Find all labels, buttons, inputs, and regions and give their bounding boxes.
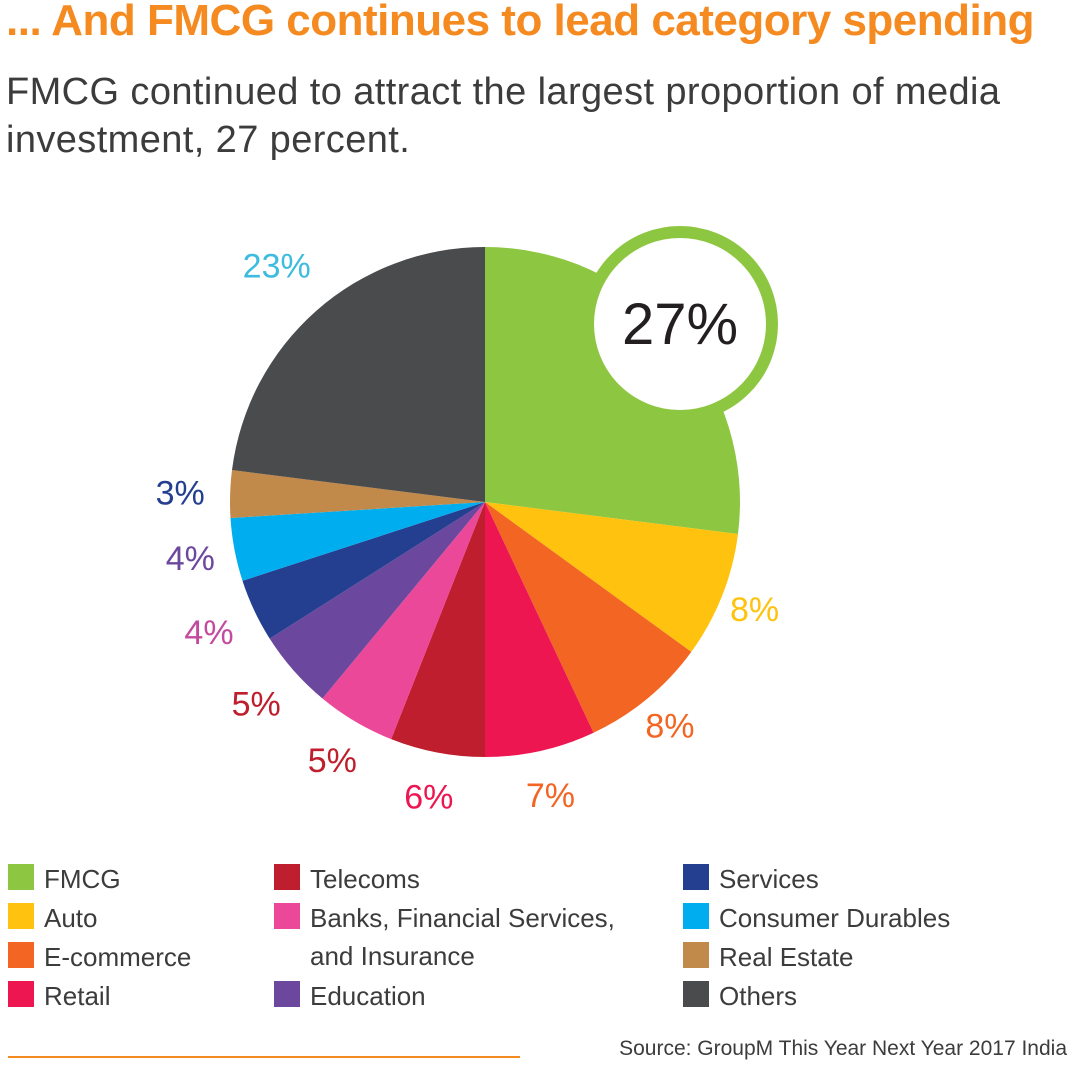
legend-item-ecommerce: E-commerce bbox=[8, 938, 191, 976]
legend-label: E-commerce bbox=[44, 942, 192, 972]
legend-swatch bbox=[683, 864, 709, 890]
source-note: Source: GroupM This Year Next Year 2017 … bbox=[619, 1037, 1067, 1060]
legend-swatch bbox=[274, 981, 300, 1007]
legend-item-others: Others bbox=[683, 977, 797, 1015]
pie-slice-retail bbox=[485, 502, 594, 757]
legend-label: Education bbox=[310, 981, 426, 1011]
slice-label-retail: 7% bbox=[526, 777, 575, 815]
slice-label-banks-financial-services-and-insurance: 5% bbox=[308, 742, 357, 780]
legend-item-fmcg: FMCG bbox=[8, 860, 121, 898]
legend-label: Consumer Durables bbox=[719, 903, 951, 933]
slice-label-auto: 8% bbox=[730, 591, 779, 629]
legend-swatch bbox=[8, 942, 34, 968]
slice-label-education: 5% bbox=[232, 686, 281, 724]
pie-slice-banks-financial-services-and-insurance bbox=[322, 502, 485, 740]
pie-chart: 8% 8% 7% 6% 5% 5% 4% 4% 3% 23% 27% bbox=[156, 226, 779, 817]
legend-item-services: Services bbox=[683, 860, 819, 898]
pie-slice-others bbox=[232, 247, 485, 502]
legend-item-retail: Retail bbox=[8, 977, 110, 1015]
pie-slice-services bbox=[242, 502, 485, 639]
legend-swatch bbox=[683, 903, 709, 929]
pie-slice-real-estate bbox=[229, 470, 485, 519]
chart-title: ... And FMCG continues to lead category … bbox=[6, 0, 1035, 45]
legend-label: FMCG bbox=[44, 864, 121, 894]
legend-swatch bbox=[8, 903, 34, 929]
slice-label-services: 4% bbox=[184, 614, 233, 652]
legend-item-bfsi: Banks, Financial Services, and Insurance bbox=[274, 899, 620, 975]
legend-item-consumer-durables: Consumer Durables bbox=[683, 899, 950, 937]
legend-item-telecoms: Telecoms bbox=[274, 860, 420, 898]
legend-swatch bbox=[274, 903, 300, 929]
legend-swatch bbox=[683, 981, 709, 1007]
pie-slice-education bbox=[269, 502, 485, 699]
legend-label: Auto bbox=[44, 903, 98, 933]
legend-swatch bbox=[8, 981, 34, 1007]
pie-slice-e-commerce bbox=[485, 502, 692, 733]
legend-label: Others bbox=[719, 981, 798, 1011]
legend-label: Telecoms bbox=[310, 864, 420, 894]
slice-label-consumer-durables: 4% bbox=[166, 540, 215, 578]
pie-slice-consumer-durables bbox=[230, 502, 485, 581]
pie-slice-auto bbox=[485, 502, 738, 652]
legend-label: Services bbox=[719, 864, 819, 894]
legend-label: Real Estate bbox=[719, 942, 854, 972]
slice-label-telecoms: 6% bbox=[404, 779, 453, 817]
chart-subtitle: FMCG continued to attract the largest pr… bbox=[6, 71, 1001, 161]
source-divider bbox=[8, 1056, 520, 1058]
slice-label-e-commerce: 8% bbox=[645, 707, 694, 745]
legend-swatch bbox=[683, 942, 709, 968]
legend-item-education: Education bbox=[274, 977, 426, 1015]
legend-label: Retail bbox=[44, 981, 111, 1011]
legend-item-real-estate: Real Estate bbox=[683, 938, 853, 976]
highlight-value-label: 27% bbox=[622, 292, 738, 357]
slice-label-real-estate: 3% bbox=[156, 474, 205, 512]
legend-swatch bbox=[8, 864, 34, 890]
highlight-ring bbox=[582, 226, 778, 422]
legend-label: Banks, Financial Services, and Insurance bbox=[310, 903, 615, 971]
slice-label-others: 23% bbox=[243, 248, 311, 286]
legend: FMCG Auto E-commerce Retail Telecoms Ban… bbox=[0, 860, 1083, 1020]
legend-swatch bbox=[274, 864, 300, 890]
pie-slice-telecoms bbox=[391, 502, 485, 757]
legend-item-auto: Auto bbox=[8, 899, 98, 937]
